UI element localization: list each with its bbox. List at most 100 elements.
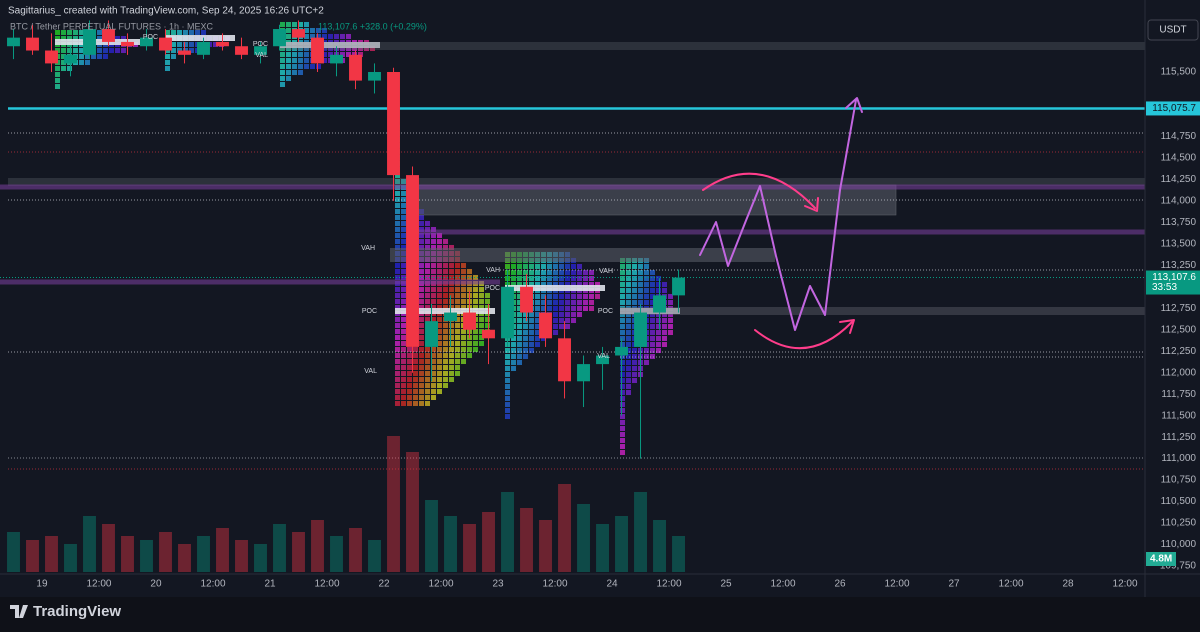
profile-cell bbox=[626, 318, 631, 323]
profile-cell bbox=[644, 288, 649, 293]
profile-cell bbox=[517, 306, 522, 311]
profile-cell bbox=[395, 299, 400, 304]
profile-cell bbox=[401, 329, 406, 334]
profile-cell bbox=[292, 22, 297, 27]
profile-cell bbox=[632, 288, 637, 293]
poc-row bbox=[620, 308, 680, 314]
profile-cell bbox=[401, 269, 406, 274]
profile-cell bbox=[479, 299, 484, 304]
candle-body bbox=[634, 312, 647, 347]
profile-cell bbox=[79, 30, 84, 35]
profile-cell bbox=[437, 341, 442, 346]
profile-cell bbox=[620, 330, 625, 335]
profile-cell bbox=[650, 282, 655, 287]
profile-cell bbox=[449, 269, 454, 274]
level-badge bbox=[1146, 101, 1200, 116]
x-tick-label: 26 bbox=[834, 579, 846, 590]
profile-cell bbox=[644, 348, 649, 353]
profile-label: POC bbox=[362, 308, 377, 315]
profile-cell bbox=[340, 52, 345, 57]
profile-cell bbox=[437, 245, 442, 250]
y-tick-label: 114,000 bbox=[1161, 196, 1197, 207]
profile-cell bbox=[638, 300, 643, 305]
profile-cell bbox=[61, 60, 66, 65]
profile-cell bbox=[165, 54, 170, 59]
arrow-head bbox=[839, 319, 855, 334]
profile-cell bbox=[455, 365, 460, 370]
profile-cell bbox=[638, 294, 643, 299]
profile-cell bbox=[310, 64, 315, 69]
profile-cell bbox=[505, 354, 510, 359]
profile-cell bbox=[589, 300, 594, 305]
profile-cell bbox=[67, 48, 72, 53]
profile-cell bbox=[479, 341, 484, 346]
profile-cell bbox=[535, 312, 540, 317]
profile-cell bbox=[644, 282, 649, 287]
profile-cell bbox=[395, 197, 400, 202]
profile-cell bbox=[401, 335, 406, 340]
y-tick-label: 110,000 bbox=[1161, 539, 1197, 550]
profile-cell bbox=[443, 263, 448, 268]
profile-cell bbox=[626, 300, 631, 305]
profile-cell bbox=[620, 420, 625, 425]
profile-cell bbox=[467, 353, 472, 358]
profile-cell bbox=[535, 264, 540, 269]
candle-body bbox=[463, 312, 476, 330]
profile-cell bbox=[395, 227, 400, 232]
profile-cell bbox=[626, 336, 631, 341]
profile-cell bbox=[571, 318, 576, 323]
profile-cell bbox=[511, 366, 516, 371]
volume-bar bbox=[425, 500, 438, 572]
profile-cell bbox=[662, 330, 667, 335]
volume-bar bbox=[311, 520, 324, 572]
profile-cell bbox=[535, 300, 540, 305]
candle-body bbox=[83, 29, 96, 55]
profile-cell bbox=[407, 377, 412, 382]
profile-cell bbox=[437, 347, 442, 352]
profile-cell bbox=[529, 348, 534, 353]
profile-cell bbox=[523, 276, 528, 281]
profile-label: VAL bbox=[597, 353, 610, 360]
profile-cell bbox=[443, 287, 448, 292]
volume-bar bbox=[330, 536, 343, 572]
profile-cell bbox=[620, 366, 625, 371]
profile-cell bbox=[395, 365, 400, 370]
profile-cell bbox=[292, 58, 297, 63]
profile-cell bbox=[437, 371, 442, 376]
profile-cell bbox=[571, 270, 576, 275]
last-price-label: 113,107.6 bbox=[1152, 272, 1196, 283]
profile-cell bbox=[668, 330, 673, 335]
profile-cell bbox=[280, 52, 285, 57]
poc-row bbox=[55, 39, 140, 45]
profile-cell bbox=[401, 377, 406, 382]
profile-cell bbox=[419, 263, 424, 268]
profile-cell bbox=[395, 191, 400, 196]
profile-cell bbox=[650, 270, 655, 275]
profile-cell bbox=[565, 318, 570, 323]
profile-cell bbox=[449, 299, 454, 304]
profile-cell bbox=[67, 30, 72, 35]
profile-cell bbox=[553, 312, 558, 317]
profile-cell bbox=[511, 276, 516, 281]
profile-cell bbox=[298, 58, 303, 63]
profile-cell bbox=[449, 371, 454, 376]
y-tick-label: 113,750 bbox=[1161, 217, 1197, 228]
profile-cell bbox=[401, 203, 406, 208]
profile-cell bbox=[541, 336, 546, 341]
gray-band bbox=[8, 178, 1145, 186]
profile-cell bbox=[632, 348, 637, 353]
x-tick-label: 12:00 bbox=[428, 579, 453, 590]
profile-cell bbox=[395, 179, 400, 184]
profile-cell bbox=[407, 359, 412, 364]
profile-cell bbox=[121, 48, 126, 53]
profile-cell bbox=[401, 389, 406, 394]
profile-cell bbox=[55, 36, 60, 41]
profile-cell bbox=[583, 270, 588, 275]
profile-cell bbox=[650, 354, 655, 359]
profile-cell bbox=[419, 341, 424, 346]
profile-cell bbox=[517, 318, 522, 323]
profile-cell bbox=[668, 324, 673, 329]
profile-cell bbox=[632, 264, 637, 269]
arrow-head bbox=[845, 97, 863, 113]
x-tick-label: 24 bbox=[606, 579, 618, 590]
